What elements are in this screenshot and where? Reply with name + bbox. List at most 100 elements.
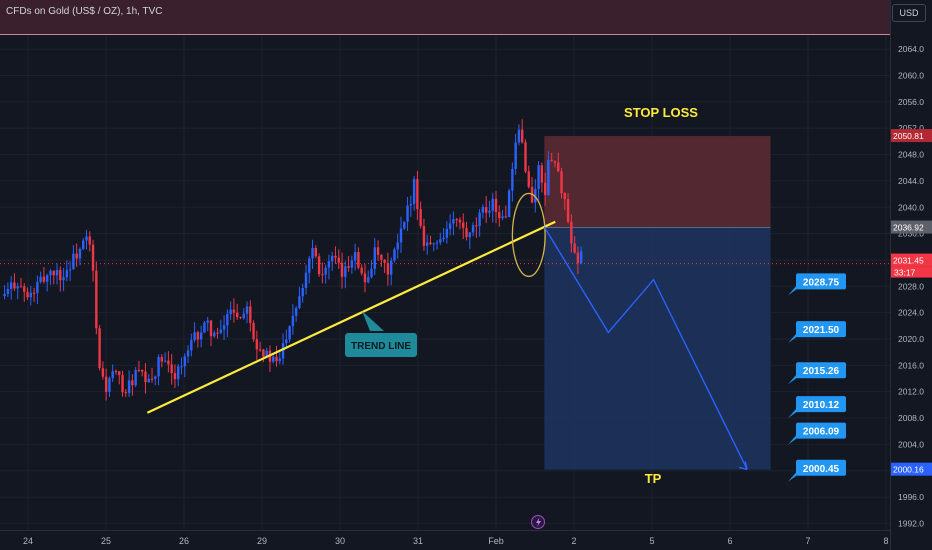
trend-line [146,220,556,414]
candle-body [308,258,311,273]
entry-price-tag-bg [891,220,932,234]
candle-body [39,276,42,282]
candle-body [484,207,488,213]
candle-body [504,216,508,218]
y-tick-label: 2016.0 [898,360,924,370]
candle-body [560,171,563,194]
candle-body [406,205,409,222]
candle-body [521,129,524,143]
candle-body [340,262,344,277]
candle-body [258,349,262,351]
candle-body [209,320,213,337]
candle-body [570,221,573,244]
candle-body [301,287,304,297]
candle-body [376,247,380,255]
candle-body [26,291,29,298]
y-tick-label: 2048.0 [898,150,924,160]
candle-body [229,309,232,315]
candle-body [563,193,566,200]
candle-body [321,274,324,276]
candle-body [134,369,137,386]
candle-body [337,257,340,263]
candle-body [3,294,6,297]
candle-body [403,221,406,229]
candle-body [419,209,422,227]
trend-line-callout-pointer [362,311,384,331]
stop-loss-label: STOP LOSS [624,105,698,120]
candle-body [579,251,583,264]
candle-body [108,377,111,392]
trend-line-callout-label: TREND LINE [351,341,411,352]
countdown-tag-bg [891,266,932,278]
candle-body [72,253,75,270]
candle-body [98,328,101,369]
candle-body [203,322,206,333]
x-tick-label: 26 [179,536,189,546]
x-tick-label: 5 [649,536,654,546]
x-tick-label: 25 [101,536,111,546]
target-price-tag-bg [891,462,932,476]
candle-body [347,266,350,268]
y-tick-label: 1992.0 [898,518,924,528]
currency-button[interactable]: USD [892,4,926,22]
x-tick-label: 7 [805,536,810,546]
x-tick-label: Feb [488,536,504,546]
y-tick-label: 2004.0 [898,439,924,449]
candle-body [177,366,180,380]
candle-body [232,309,236,313]
target-callout-label: 2021.50 [803,325,840,336]
focus-ellipse [511,192,546,278]
candle-body [527,171,530,187]
candle-body [389,260,393,275]
candle-body [416,179,419,210]
candle-body [537,165,540,190]
y-tick-label: 2036.0 [898,229,924,239]
entry-price-tag: 2036.92 [893,223,924,233]
candle-body [471,225,475,233]
candle-body [95,270,98,329]
candle-body [252,322,255,340]
candle-body [327,261,331,268]
candle-body [462,222,465,228]
candle-body [68,269,72,271]
candle-body [435,242,439,244]
candle-body [127,380,131,393]
candle-body [29,292,33,298]
candle-body [511,168,514,191]
candle-body [118,371,121,376]
candle-body [222,325,226,330]
candle-body [45,275,49,282]
candle-body [147,378,150,383]
candle-body [488,210,491,213]
candle-body [550,159,553,162]
candle-body [186,350,190,357]
candle-body [573,243,576,253]
y-tick-label: 2020.0 [898,334,924,344]
candle-body [42,276,46,282]
candle-body [314,247,318,257]
candle-body [396,242,399,250]
candle-body [137,369,141,371]
candle-body [193,332,196,341]
candle-body [426,242,429,246]
candle-body [288,326,291,340]
candle-body [160,357,164,362]
candle-body [448,223,452,229]
candle-body [501,216,504,219]
candle-body [291,315,295,327]
candle-body [9,282,13,290]
current-price-tag: 2031.45 [893,256,924,266]
countdown-tag: 33:17 [894,268,916,278]
candle-body [85,236,88,241]
candle-body [114,371,118,373]
y-tick-label: 2060.0 [898,71,924,81]
target-callout-box [796,321,846,338]
candle-body [6,289,10,295]
candle-body [317,256,321,275]
candle-body [311,247,314,259]
candle-body [32,292,36,294]
y-tick-label: 2008.0 [898,413,924,423]
stop-loss-zone [544,136,771,228]
